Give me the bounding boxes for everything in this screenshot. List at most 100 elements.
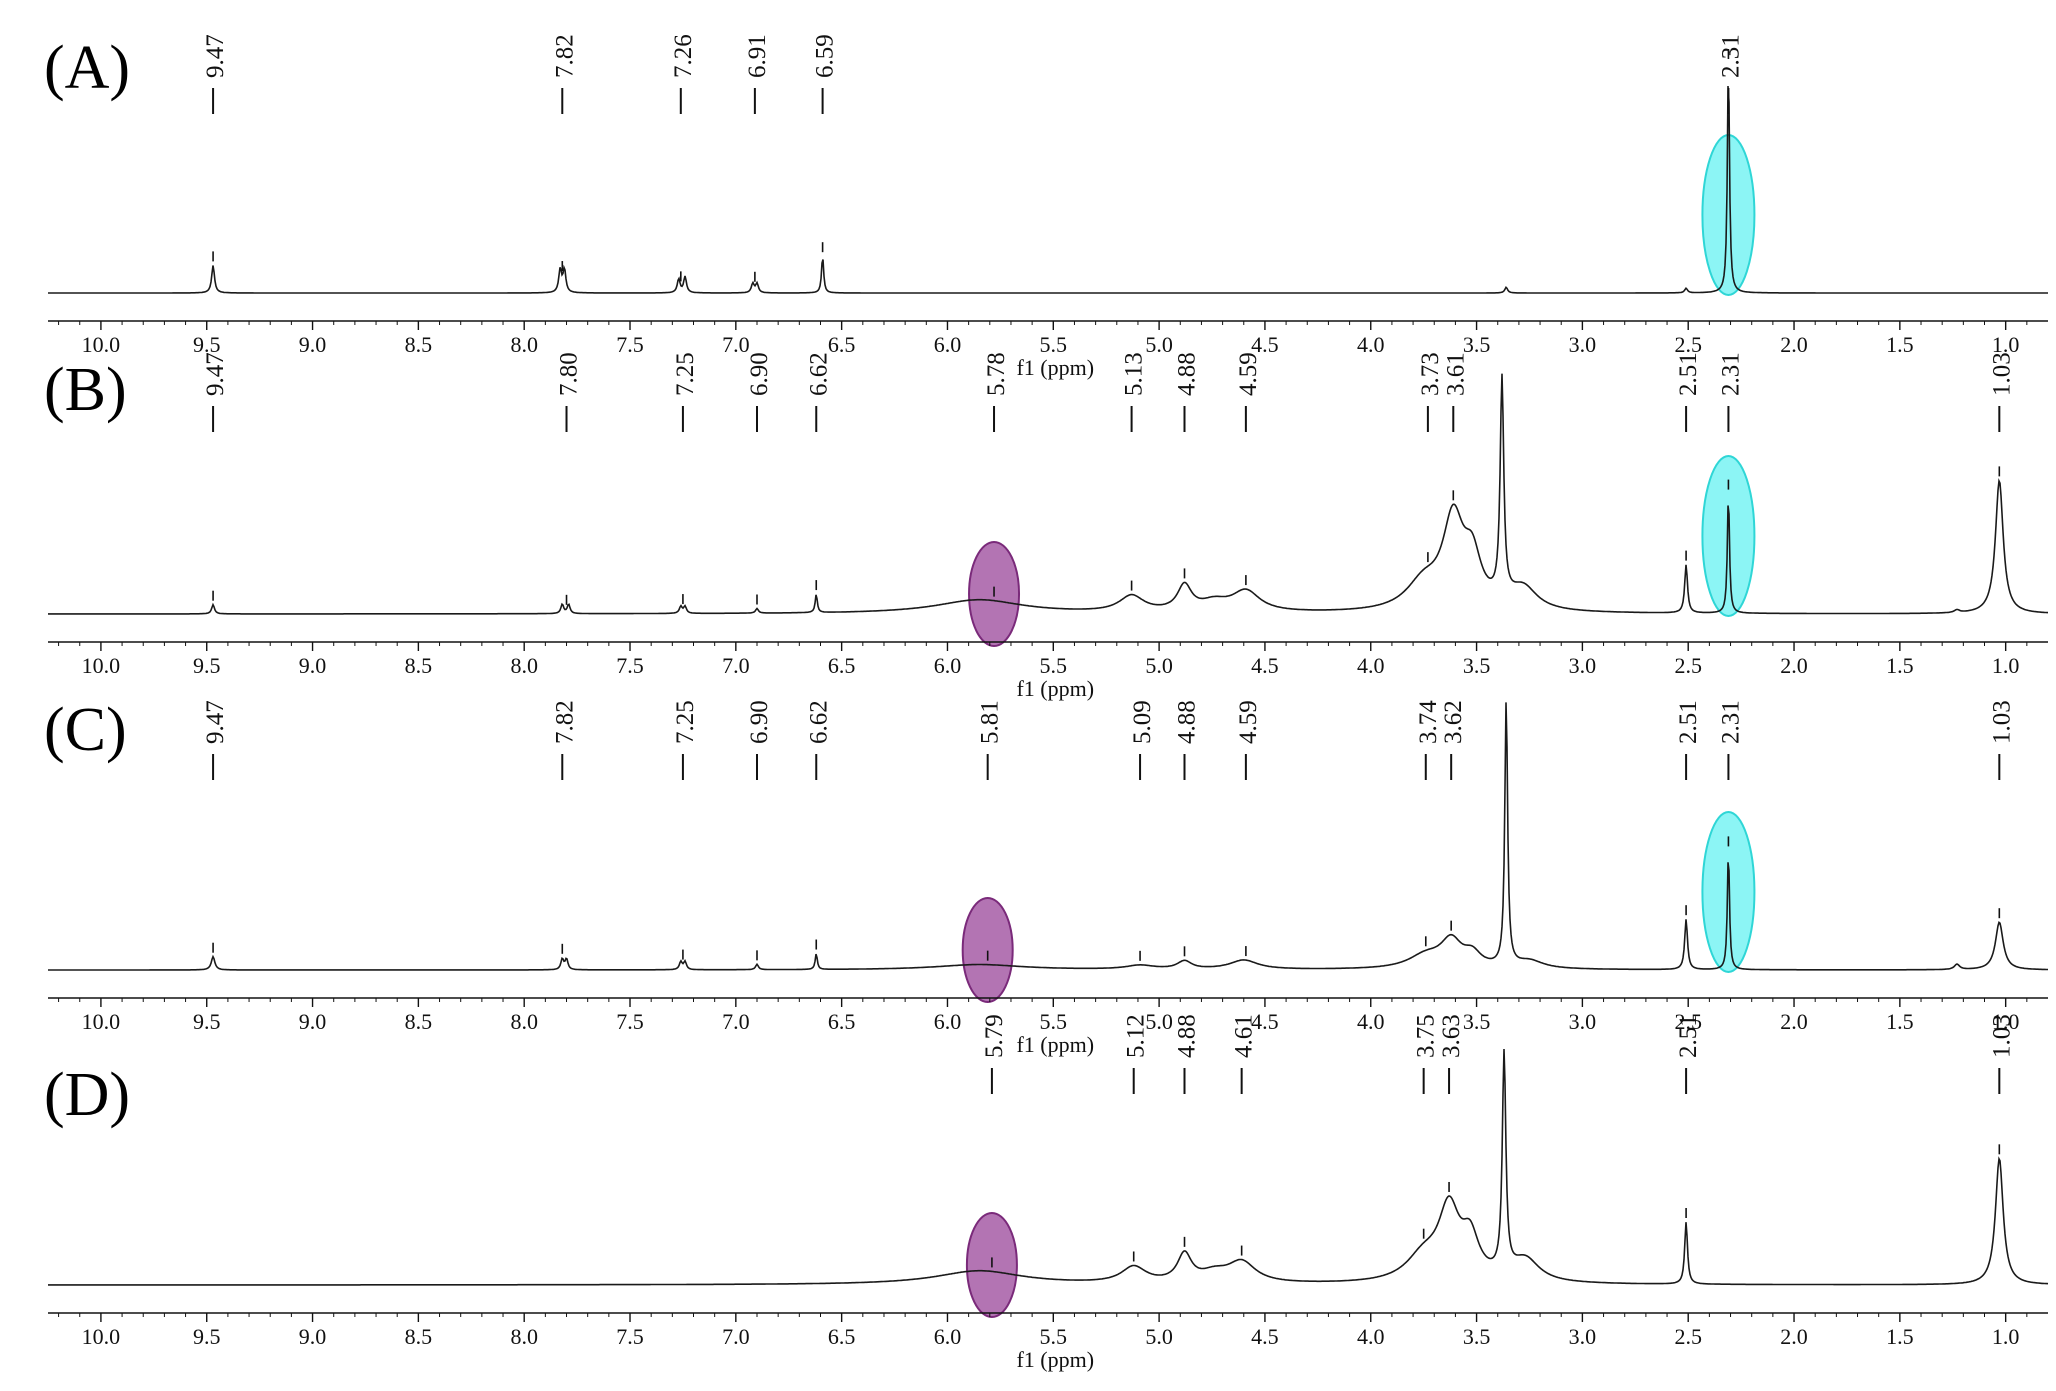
peak-label: 7.82	[551, 34, 578, 78]
spectrum-trace-a	[48, 85, 2048, 294]
peak-label: 3.73	[1417, 352, 1444, 396]
x-tick-label: 4.0	[1357, 1324, 1385, 1349]
x-tick-label: 1.0	[1992, 1009, 2020, 1034]
peak-label: 2.31	[1717, 34, 1744, 78]
x-tick-label: 1.0	[1992, 653, 2020, 678]
panel-letter-d: (D)	[44, 1061, 130, 1129]
peak-label: 2.51	[1675, 352, 1702, 396]
peak-label: 2.31	[1717, 700, 1744, 744]
peak-label: 2.31	[1717, 352, 1744, 396]
peak-label: 4.61	[1231, 1014, 1258, 1058]
panel-letter-c: (C)	[44, 696, 127, 764]
peak-label: 1.03	[1988, 352, 2015, 396]
spectrum-trace-d	[48, 1048, 2049, 1286]
peak-label: 5.12	[1123, 1014, 1150, 1058]
x-tick-label: 8.0	[510, 332, 538, 357]
x-tick-label: 8.5	[405, 332, 433, 357]
x-axis-title: f1 (ppm)	[1016, 676, 1094, 701]
x-tick-label: 4.0	[1357, 653, 1385, 678]
peak-label: 4.88	[1174, 700, 1201, 744]
x-tick-label: 5.5	[1040, 1324, 1068, 1349]
x-tick-label: 3.5	[1463, 1009, 1491, 1034]
x-axis-title: f1 (ppm)	[1016, 1032, 1094, 1057]
x-tick-label: 4.5	[1251, 1324, 1279, 1349]
peak-label: 7.26	[670, 34, 697, 78]
x-tick-label: 5.5	[1040, 332, 1068, 357]
peak-label: 7.25	[672, 352, 699, 396]
x-tick-label: 6.5	[828, 1324, 856, 1349]
x-tick-label: 1.5	[1886, 1009, 1914, 1034]
highlight-cyan-a-0	[1701, 134, 1756, 296]
panel-d: 5.79 5.12 4.88 4.61 3.753.63 2.51 1.03 (D) 10.0 9…	[44, 1014, 2049, 1372]
x-tick-label: 4.5	[1251, 1009, 1279, 1034]
peak-label: 5.79	[981, 1014, 1008, 1058]
peak-label: 7.80	[556, 352, 583, 396]
x-tick-label: 1.5	[1886, 653, 1914, 678]
x-tick-label: 10.0	[82, 1009, 121, 1034]
highlight-cyan-b-1	[1701, 455, 1756, 617]
x-tick-label: 6.5	[828, 332, 856, 357]
x-tick-label: 10.0	[82, 1324, 121, 1349]
x-tick-label: 3.0	[1569, 653, 1597, 678]
x-tick-label: 6.0	[934, 332, 962, 357]
x-tick-label: 9.5	[193, 653, 221, 678]
peak-label: 7.25	[672, 700, 699, 744]
peak-label: 3.61	[1442, 352, 1469, 396]
x-tick-label: 6.0	[934, 1324, 962, 1349]
x-tick-label: 4.0	[1357, 332, 1385, 357]
x-tick-label: 8.0	[510, 1324, 538, 1349]
x-tick-label: 5.0	[1145, 1009, 1173, 1034]
x-tick-label: 4.0	[1357, 1009, 1385, 1034]
x-tick-label: 7.0	[722, 332, 750, 357]
x-tick-label: 4.5	[1251, 653, 1279, 678]
peak-label: 4.59	[1235, 700, 1262, 744]
x-axis-title: f1 (ppm)	[1016, 1347, 1094, 1372]
x-tick-label: 2.5	[1674, 653, 1702, 678]
x-tick-label: 7.5	[616, 653, 644, 678]
x-tick-label: 3.5	[1463, 1324, 1491, 1349]
x-tick-label: 3.5	[1463, 332, 1491, 357]
peak-label: 5.81	[977, 700, 1004, 744]
x-tick-label: 7.5	[616, 1324, 644, 1349]
peak-label: 7.82	[551, 700, 578, 744]
x-tick-label: 5.5	[1040, 1009, 1068, 1034]
peak-label: 2.51	[1675, 700, 1702, 744]
x-tick-label: 9.0	[299, 653, 327, 678]
x-tick-label: 9.5	[193, 1009, 221, 1034]
peak-label: 5.13	[1121, 352, 1148, 396]
panel-c: 9.47 7.82 7.25 6.90 6.62 5.81 5.09 4.88 4.59 3.74…	[44, 696, 2048, 1057]
peak-label: 6.59	[812, 34, 839, 78]
x-tick-label: 2.0	[1780, 1324, 1808, 1349]
x-tick-label: 2.5	[1674, 1324, 1702, 1349]
panel-a: 9.47 7.82 7.26 6.91 6.59 2.31 (A) 10.0 9.5 9.0 8.5…	[44, 34, 2048, 380]
x-tick-label: 6.0	[934, 1009, 962, 1034]
x-tick-label: 9.0	[299, 1009, 327, 1034]
x-tick-label: 1.5	[1886, 1324, 1914, 1349]
peak-label: 9.47	[202, 352, 229, 396]
peak-label: 4.88	[1174, 352, 1201, 396]
peak-label: 9.47	[202, 34, 229, 78]
peak-label: 6.91	[744, 34, 771, 78]
x-tick-label: 2.0	[1780, 1009, 1808, 1034]
x-tick-label: 1.5	[1886, 332, 1914, 357]
peak-label: 1.03	[1988, 1014, 2015, 1058]
peak-label: 2.51	[1675, 1014, 1702, 1058]
peak-label: 3.63	[1438, 1014, 1465, 1058]
x-tick-label: 3.5	[1463, 653, 1491, 678]
peak-label: 6.90	[746, 352, 773, 396]
x-tick-label: 4.5	[1251, 332, 1279, 357]
peak-label: 6.90	[746, 700, 773, 744]
x-tick-label: 10.0	[82, 653, 121, 678]
x-tick-label: 6.0	[934, 653, 962, 678]
x-tick-label: 9.5	[193, 332, 221, 357]
peak-label: 3.62	[1440, 700, 1467, 744]
peak-label: 5.09	[1129, 700, 1156, 744]
x-tick-label: 5.0	[1145, 332, 1173, 357]
x-tick-label: 8.5	[405, 1009, 433, 1034]
peak-label: 1.03	[1988, 700, 2015, 744]
peak-label: 4.59	[1235, 352, 1262, 396]
panel-letter-b: (B)	[44, 356, 127, 424]
panel-b: 9.47 7.80 7.25 6.90 6.62 5.78 5.13 4.88 4.59 3.73…	[44, 352, 2048, 701]
x-tick-label: 1.0	[1992, 1324, 2020, 1349]
